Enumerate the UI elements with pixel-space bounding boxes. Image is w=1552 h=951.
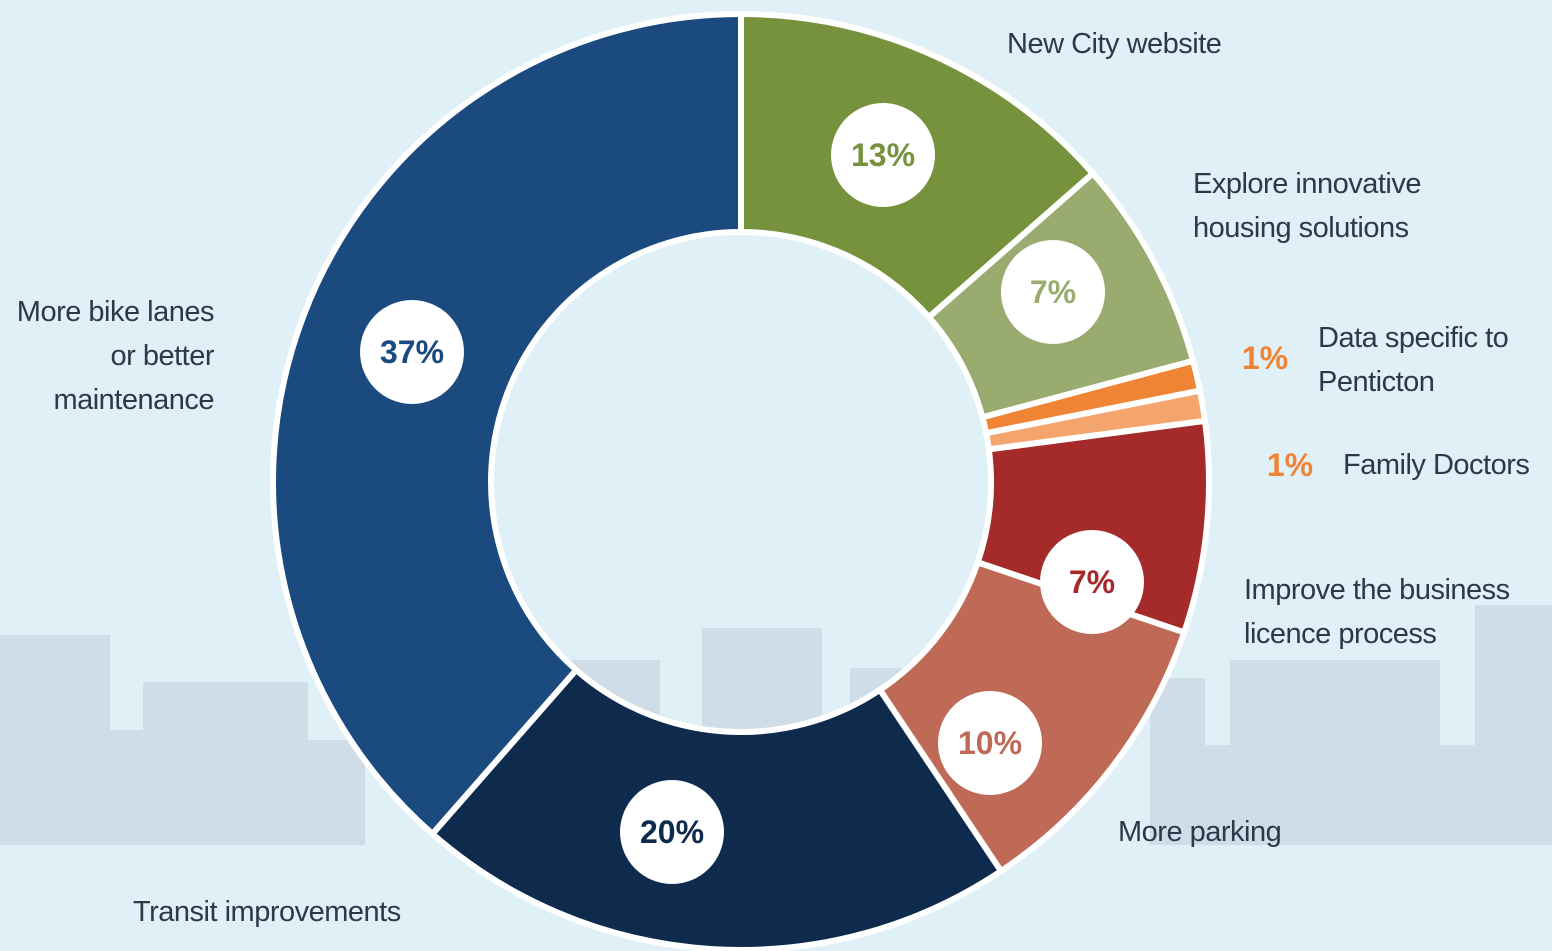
chart: 13% 7% 1% 1% 7% 10% 20% 37% New City website Exp… [0,0,1552,951]
value-label: 13% [851,137,915,173]
category-label: Family Doctors [1343,443,1552,487]
category-label: Data specific to Penticton [1318,316,1538,404]
category-label: New City website [1007,22,1307,66]
category-label: Improve the business licence process [1244,568,1552,656]
slice [273,14,741,834]
category-label: Transit improvements [133,890,463,934]
value-label: 1% [1267,447,1313,483]
value-label: 10% [958,725,1022,761]
category-label: More bike lanes or better maintenance [4,290,214,422]
value-label: 1% [1242,340,1288,376]
value-label: 20% [640,814,704,850]
chart-svg: 13% 7% 1% 1% 7% 10% 20% 37% [0,0,1552,951]
value-label: 7% [1030,274,1076,310]
value-label: 7% [1069,564,1115,600]
value-label: 37% [380,334,444,370]
category-label: Explore innovative housing solutions [1193,162,1493,250]
category-label: More parking [1118,810,1418,854]
